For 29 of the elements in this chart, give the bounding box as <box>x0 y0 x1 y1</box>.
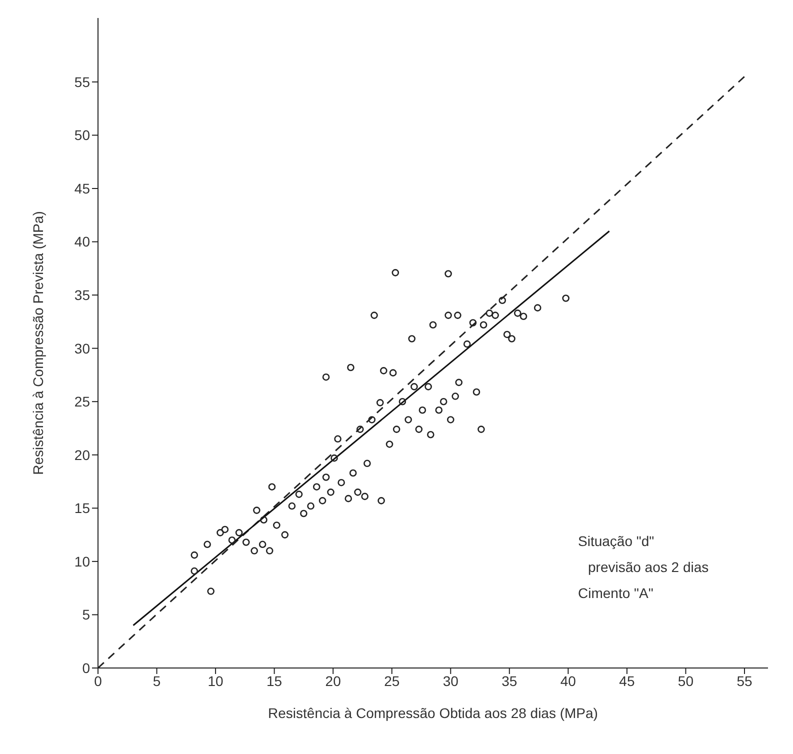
x-tick-label: 25 <box>384 672 400 689</box>
y-tick-label: 55 <box>74 74 90 90</box>
annotation: previsão aos 2 dias <box>587 558 709 577</box>
y-tick-label: 10 <box>74 553 90 570</box>
x-tick-label: 30 <box>442 672 459 689</box>
x-tick-label: 40 <box>560 672 576 689</box>
x-tick-label: 20 <box>325 672 342 689</box>
y-axis-title: Resistência à Compressão Prevista (MPa) <box>30 211 46 475</box>
y-tick-label: 0 <box>82 660 90 676</box>
y-tick-label: 20 <box>74 446 90 463</box>
x-tick-label: 45 <box>619 672 635 689</box>
x-axis-title: Resistência à Compressão Obtida aos 28 dias (MPa) <box>268 705 598 721</box>
x-tick-label: 35 <box>502 672 518 689</box>
y-tick-label: 15 <box>74 500 90 516</box>
x-tick-label: 50 <box>678 672 694 689</box>
y-tick-label: 35 <box>74 287 90 304</box>
x-tick-label: 15 <box>266 672 282 689</box>
y-tick-label: 40 <box>74 234 90 250</box>
x-tick-label: 0 <box>94 672 102 689</box>
y-tick-label: 45 <box>74 180 90 196</box>
annotation: Cimento "A" <box>578 584 654 603</box>
y-tick-label: 25 <box>74 394 90 410</box>
x-tick-label: 10 <box>208 672 224 689</box>
y-tick-label: 30 <box>74 340 90 356</box>
x-tick-label: 55 <box>736 672 752 689</box>
annotation: Situação "d" <box>578 532 656 551</box>
x-tick-label: 5 <box>152 672 161 689</box>
y-tick-label: 5 <box>82 606 90 623</box>
y-tick-label: 50 <box>74 127 90 144</box>
